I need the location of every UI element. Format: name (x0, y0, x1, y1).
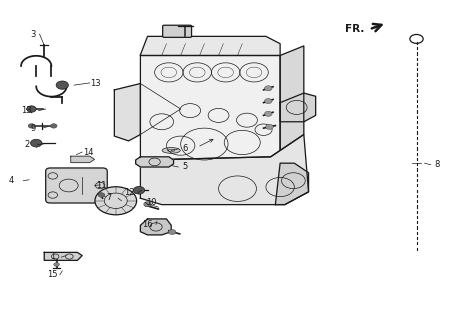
Text: 9: 9 (30, 124, 36, 132)
Text: 3: 3 (30, 30, 36, 39)
Polygon shape (141, 36, 280, 55)
Circle shape (50, 124, 57, 128)
Polygon shape (114, 84, 141, 141)
Circle shape (95, 187, 137, 215)
Text: 14: 14 (83, 148, 94, 156)
Text: 7: 7 (106, 193, 111, 202)
Circle shape (168, 229, 176, 235)
Circle shape (266, 124, 273, 129)
Circle shape (28, 124, 35, 128)
Text: 2: 2 (24, 140, 29, 149)
Circle shape (133, 187, 145, 194)
Polygon shape (44, 252, 82, 260)
Text: 10: 10 (146, 197, 157, 206)
Circle shape (265, 111, 272, 116)
Circle shape (265, 86, 272, 91)
Circle shape (30, 139, 42, 147)
Circle shape (98, 193, 105, 197)
FancyBboxPatch shape (46, 168, 107, 203)
Text: 8: 8 (435, 160, 440, 169)
Polygon shape (136, 157, 173, 167)
Text: 6: 6 (183, 144, 188, 153)
Text: 13: 13 (90, 79, 101, 88)
Circle shape (265, 99, 272, 104)
Polygon shape (141, 55, 280, 160)
Text: 13: 13 (21, 106, 32, 115)
Text: FR.: FR. (345, 24, 364, 34)
Text: 15: 15 (47, 269, 57, 279)
Circle shape (144, 202, 152, 207)
Polygon shape (71, 156, 95, 163)
Text: 12: 12 (124, 188, 135, 197)
Text: 11: 11 (96, 181, 106, 190)
Text: 4: 4 (9, 176, 14, 185)
Ellipse shape (162, 148, 180, 153)
FancyBboxPatch shape (162, 25, 191, 37)
Circle shape (54, 263, 59, 267)
Polygon shape (141, 219, 171, 235)
Circle shape (27, 106, 36, 112)
Polygon shape (280, 46, 304, 150)
Text: 16: 16 (142, 220, 153, 229)
Polygon shape (141, 134, 309, 204)
Text: 5: 5 (183, 162, 188, 171)
Polygon shape (280, 93, 316, 122)
Text: 1: 1 (50, 252, 56, 261)
Circle shape (56, 81, 68, 89)
Polygon shape (276, 163, 309, 204)
